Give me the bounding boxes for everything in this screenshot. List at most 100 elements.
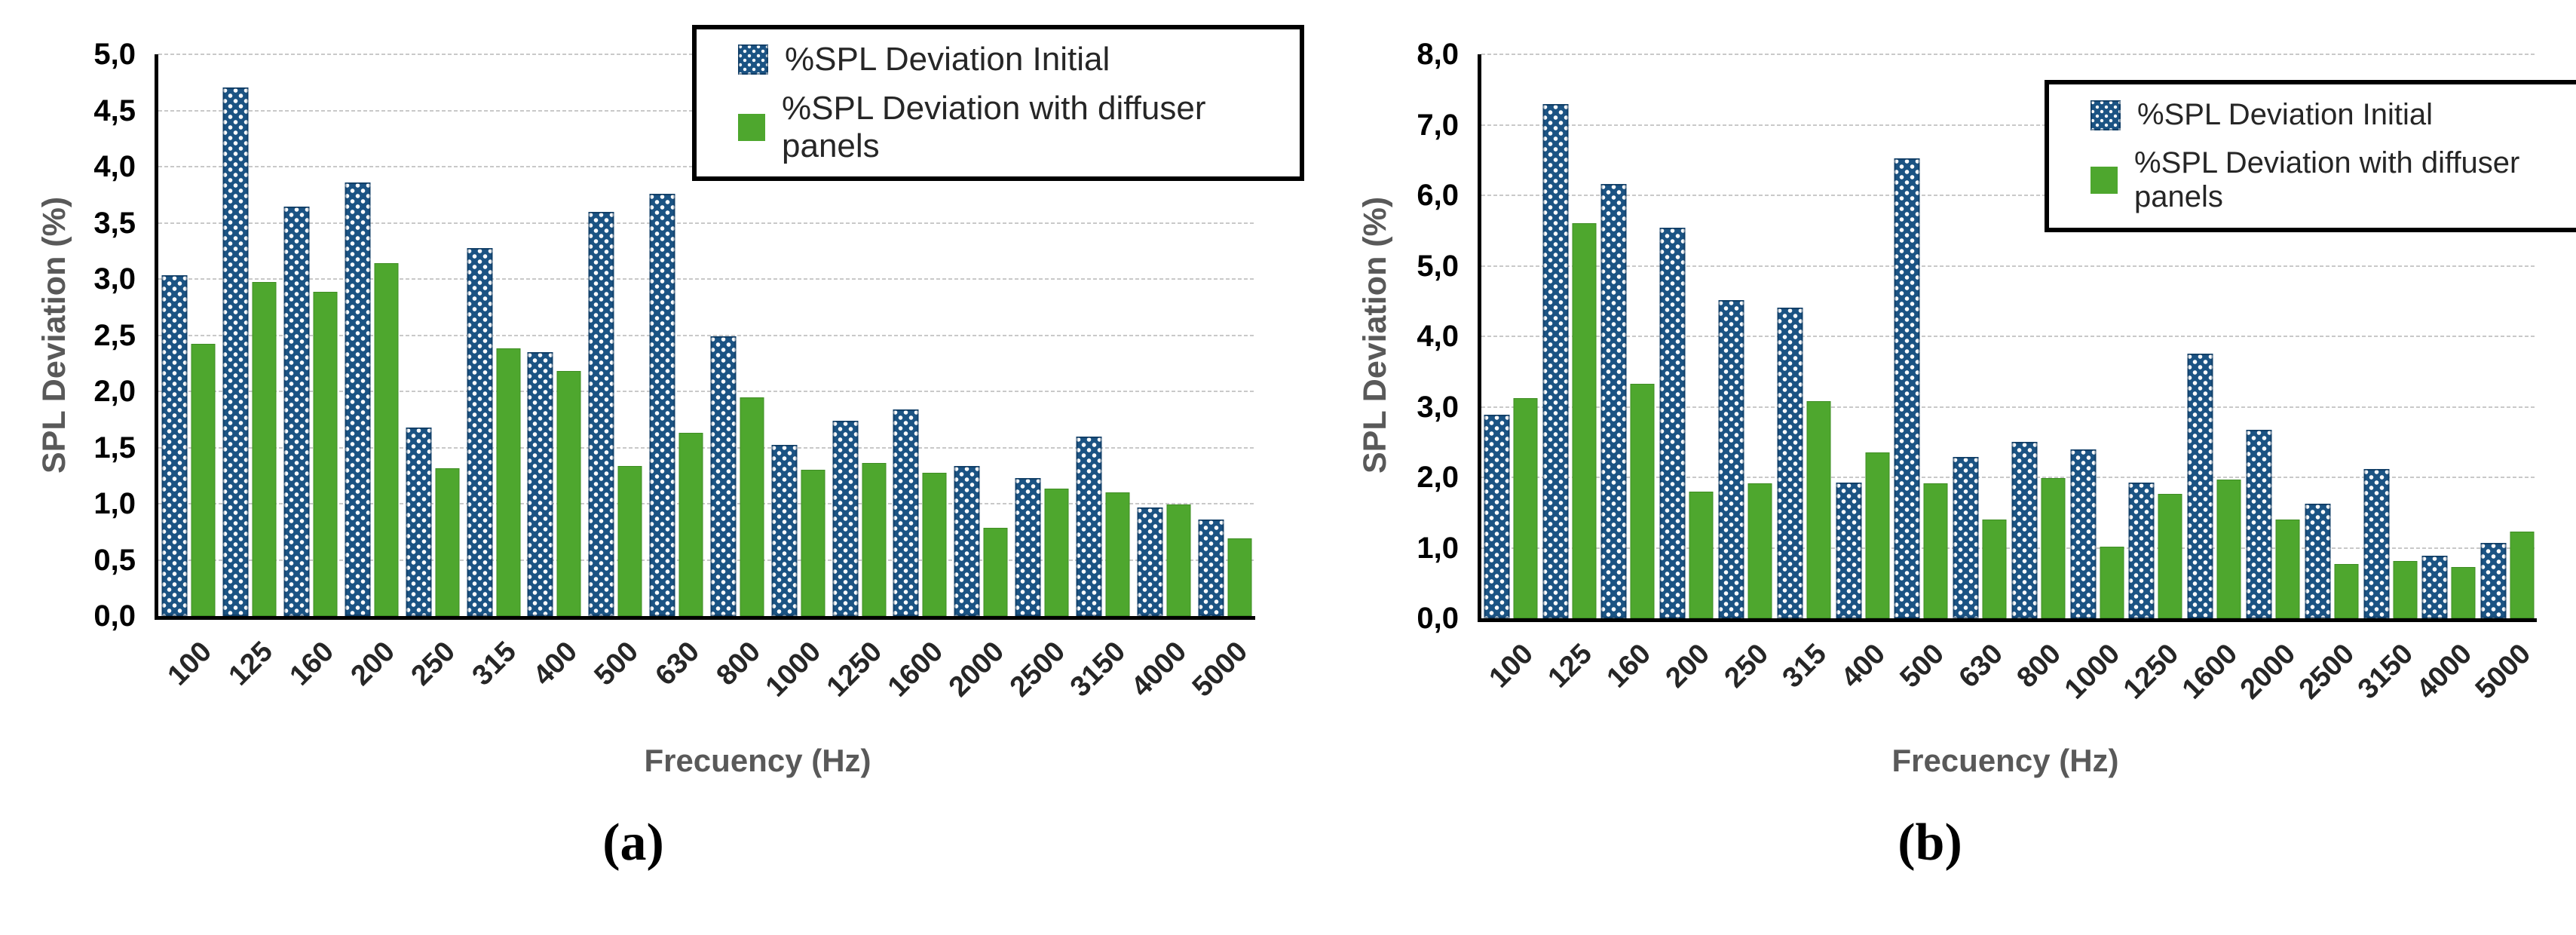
bar-group-1000 [2070, 449, 2124, 618]
x-tick-label-5000: 5000 [2469, 638, 2537, 706]
bar-group-1600 [2187, 354, 2241, 618]
gridline [158, 278, 1255, 280]
bar-initial-315 [1777, 308, 1803, 618]
x-tick-label-200: 200 [345, 636, 401, 692]
bar-diffuser-5000 [2510, 531, 2535, 618]
bar-diffuser-315 [496, 348, 521, 616]
gridline [1481, 547, 2537, 549]
bar-diffuser-1000 [801, 469, 825, 616]
bar-group-125 [1542, 104, 1597, 618]
x-tick-label-100: 100 [161, 636, 219, 692]
bar-diffuser-500 [1923, 483, 1948, 618]
bar-group-250 [1718, 300, 1772, 618]
y-tick-label: 3,5 [93, 206, 136, 240]
bar-diffuser-2000 [983, 528, 1008, 616]
bar-diffuser-400 [556, 370, 581, 616]
bar-initial-250 [1718, 300, 1744, 618]
bar-group-100 [1484, 398, 1538, 618]
bar-group-5000 [2480, 531, 2535, 618]
bar-group-500 [588, 212, 642, 616]
bar-initial-1250 [2128, 483, 2155, 618]
x-tick-label-5000: 5000 [1186, 636, 1254, 704]
bar-diffuser-2500 [2334, 563, 2359, 618]
y-tick-label: 1,0 [1417, 531, 1459, 565]
x-tick-label-800: 800 [710, 636, 767, 692]
bar-diffuser-200 [374, 262, 399, 616]
x-tick-label-160: 160 [1600, 638, 1658, 694]
bar-group-315 [1777, 308, 1831, 618]
x-tick-label-630: 630 [1953, 638, 2009, 694]
bar-group-630 [649, 194, 703, 616]
y-tick-label: 8,0 [1417, 38, 1459, 71]
y-tick-label: 5,0 [1417, 249, 1459, 283]
gridline [1481, 195, 2537, 196]
x-tick-label-2500: 2500 [2293, 638, 2361, 706]
bar-initial-1000 [771, 444, 798, 616]
bar-diffuser-100 [191, 343, 216, 616]
bar-group-800 [2011, 442, 2066, 618]
bar-diffuser-250 [1747, 483, 1772, 618]
bar-initial-1600 [893, 409, 919, 616]
bar-initial-125 [1542, 104, 1569, 618]
y-tick-label: 0,0 [1417, 602, 1459, 635]
bar-group-4000 [1137, 504, 1191, 616]
bar-group-630 [1953, 456, 2007, 618]
bar-initial-160 [1600, 183, 1627, 618]
x-tick-label-315: 315 [466, 636, 523, 692]
y-tick-label: 2,0 [1417, 461, 1459, 494]
bar-group-3150 [2363, 469, 2418, 618]
gridline [158, 334, 1255, 336]
bar-group-400 [1836, 452, 1890, 618]
bar-group-100 [161, 274, 216, 616]
bar-initial-100 [161, 274, 188, 616]
bar-group-250 [406, 428, 460, 616]
bar-initial-200 [345, 182, 371, 616]
bar-group-3150 [1076, 437, 1130, 616]
bar-initial-5000 [2480, 542, 2507, 618]
bar-initial-250 [406, 428, 432, 616]
legend-item-initial: %SPL Deviation Initial [2091, 98, 2576, 132]
legend-label-diffuser: %SPL Deviation with diffuser panels [782, 90, 1206, 164]
bar-diffuser-315 [1806, 400, 1831, 618]
bar-initial-3150 [2363, 469, 2390, 618]
bar-diffuser-2500 [1044, 489, 1069, 616]
bar-initial-315 [467, 247, 493, 616]
bar-diffuser-400 [1865, 452, 1890, 618]
bar-diffuser-3150 [2393, 561, 2418, 618]
y-tick-label: 2,5 [93, 318, 136, 352]
gridline [1481, 477, 2537, 478]
bar-group-2000 [2246, 430, 2300, 618]
x-tick-label-1600: 1600 [2176, 638, 2244, 706]
bar-initial-2000 [2246, 430, 2272, 618]
x-tick-label-400: 400 [1835, 638, 1892, 694]
bar-group-315 [467, 247, 521, 616]
y-tick-label: 4,5 [93, 94, 136, 127]
bar-initial-1000 [2070, 449, 2097, 618]
legend-a: %SPL Deviation Initial %SPL Deviation wi… [692, 25, 1304, 181]
x-tick-label-125: 125 [1542, 638, 1599, 694]
bar-group-5000 [1198, 520, 1252, 616]
bar-initial-2500 [2305, 504, 2331, 618]
gridline [1481, 336, 2537, 337]
legend-item-diffuser: %SPL Deviation with diffuser panels [2091, 146, 2576, 214]
bar-diffuser-100 [1513, 398, 1538, 618]
gridline [1481, 54, 2537, 55]
chart-panel-a: SPL Deviation (%) Frecuency (Hz) %SPL De… [0, 0, 1304, 935]
bar-initial-400 [527, 352, 553, 616]
y-tick-label: 5,0 [93, 38, 136, 71]
x-tick-label-250: 250 [1718, 638, 1775, 694]
x-tick-label-1000: 1000 [2058, 638, 2127, 706]
bar-group-125 [222, 87, 277, 616]
bar-diffuser-1250 [862, 462, 887, 616]
bar-initial-125 [222, 87, 249, 616]
bar-group-1250 [2128, 483, 2182, 618]
x-tick-label-400: 400 [527, 636, 584, 692]
bar-initial-1250 [832, 421, 859, 616]
bar-diffuser-125 [1572, 223, 1597, 618]
y-tick-label: 7,0 [1417, 108, 1459, 142]
y-tick-label: 0,5 [93, 543, 136, 577]
x-tick-label-100: 100 [1484, 638, 1540, 694]
y-tick-label: 1,0 [93, 487, 136, 520]
bar-group-160 [283, 206, 338, 616]
bar-diffuser-1250 [2158, 494, 2182, 618]
